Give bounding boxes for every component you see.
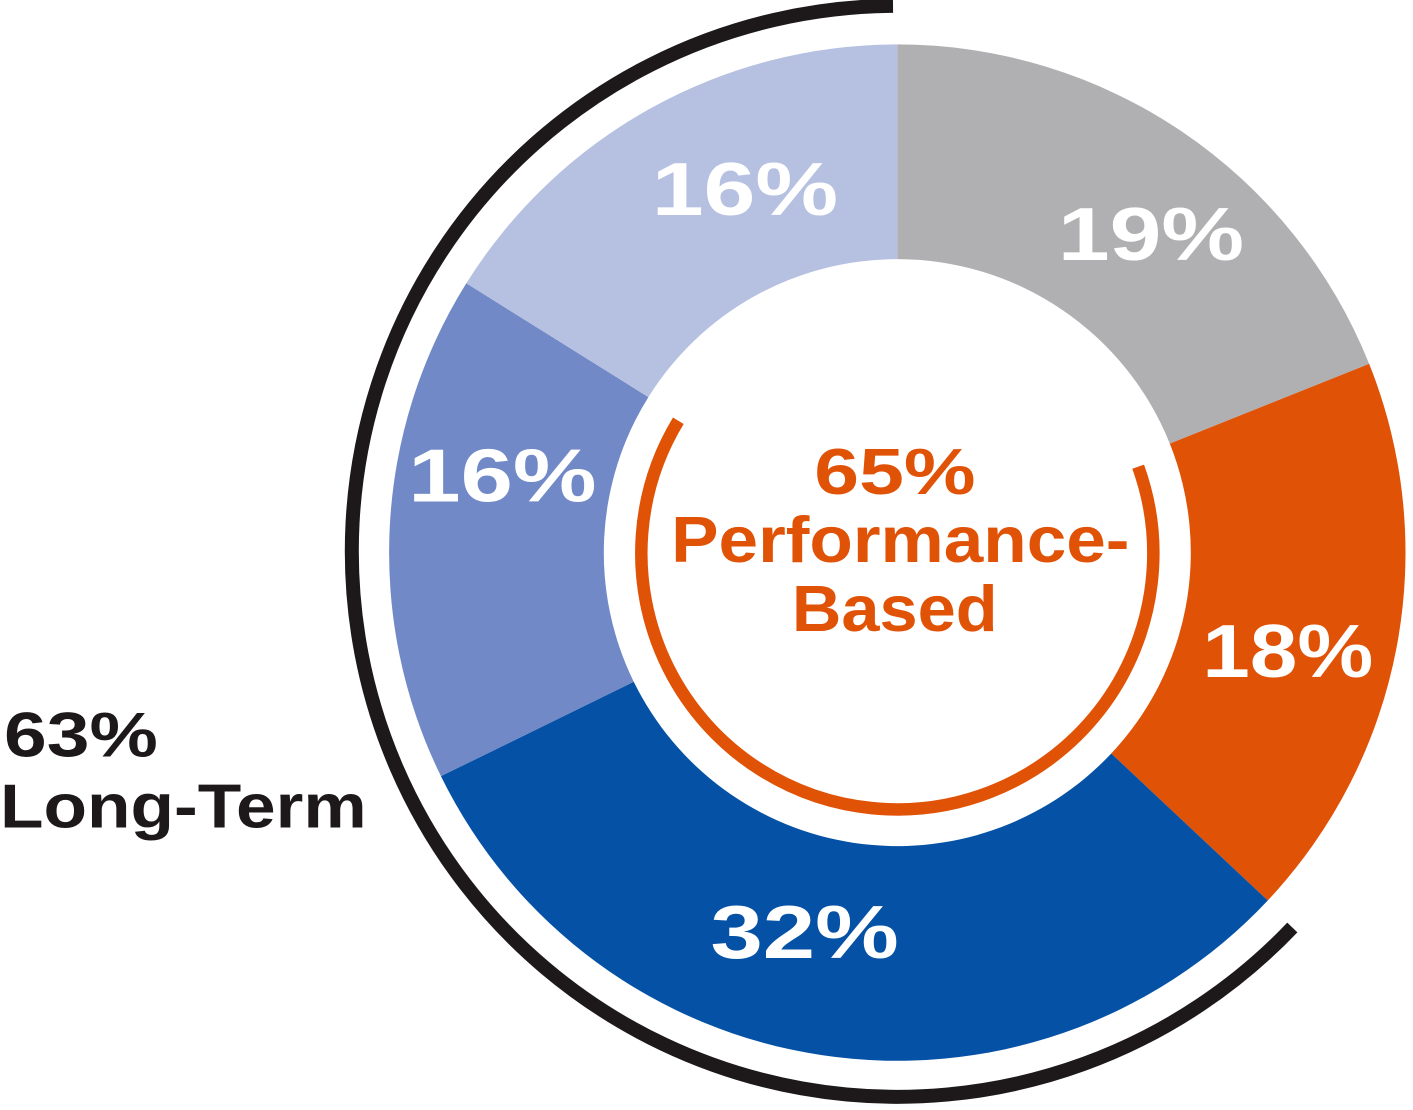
svg-text:Performance-: Performance- — [671, 504, 1129, 577]
svg-text:65%: 65% — [814, 435, 975, 508]
svg-text:63%: 63% — [4, 699, 158, 770]
svg-text:16%: 16% — [408, 434, 596, 518]
svg-text:16%: 16% — [652, 147, 838, 232]
svg-text:18%: 18% — [1202, 609, 1373, 693]
svg-text:Based: Based — [792, 574, 998, 646]
svg-text:Long-Term: Long-Term — [0, 772, 367, 842]
svg-text:19%: 19% — [1058, 191, 1244, 276]
svg-text:32%: 32% — [710, 891, 898, 975]
